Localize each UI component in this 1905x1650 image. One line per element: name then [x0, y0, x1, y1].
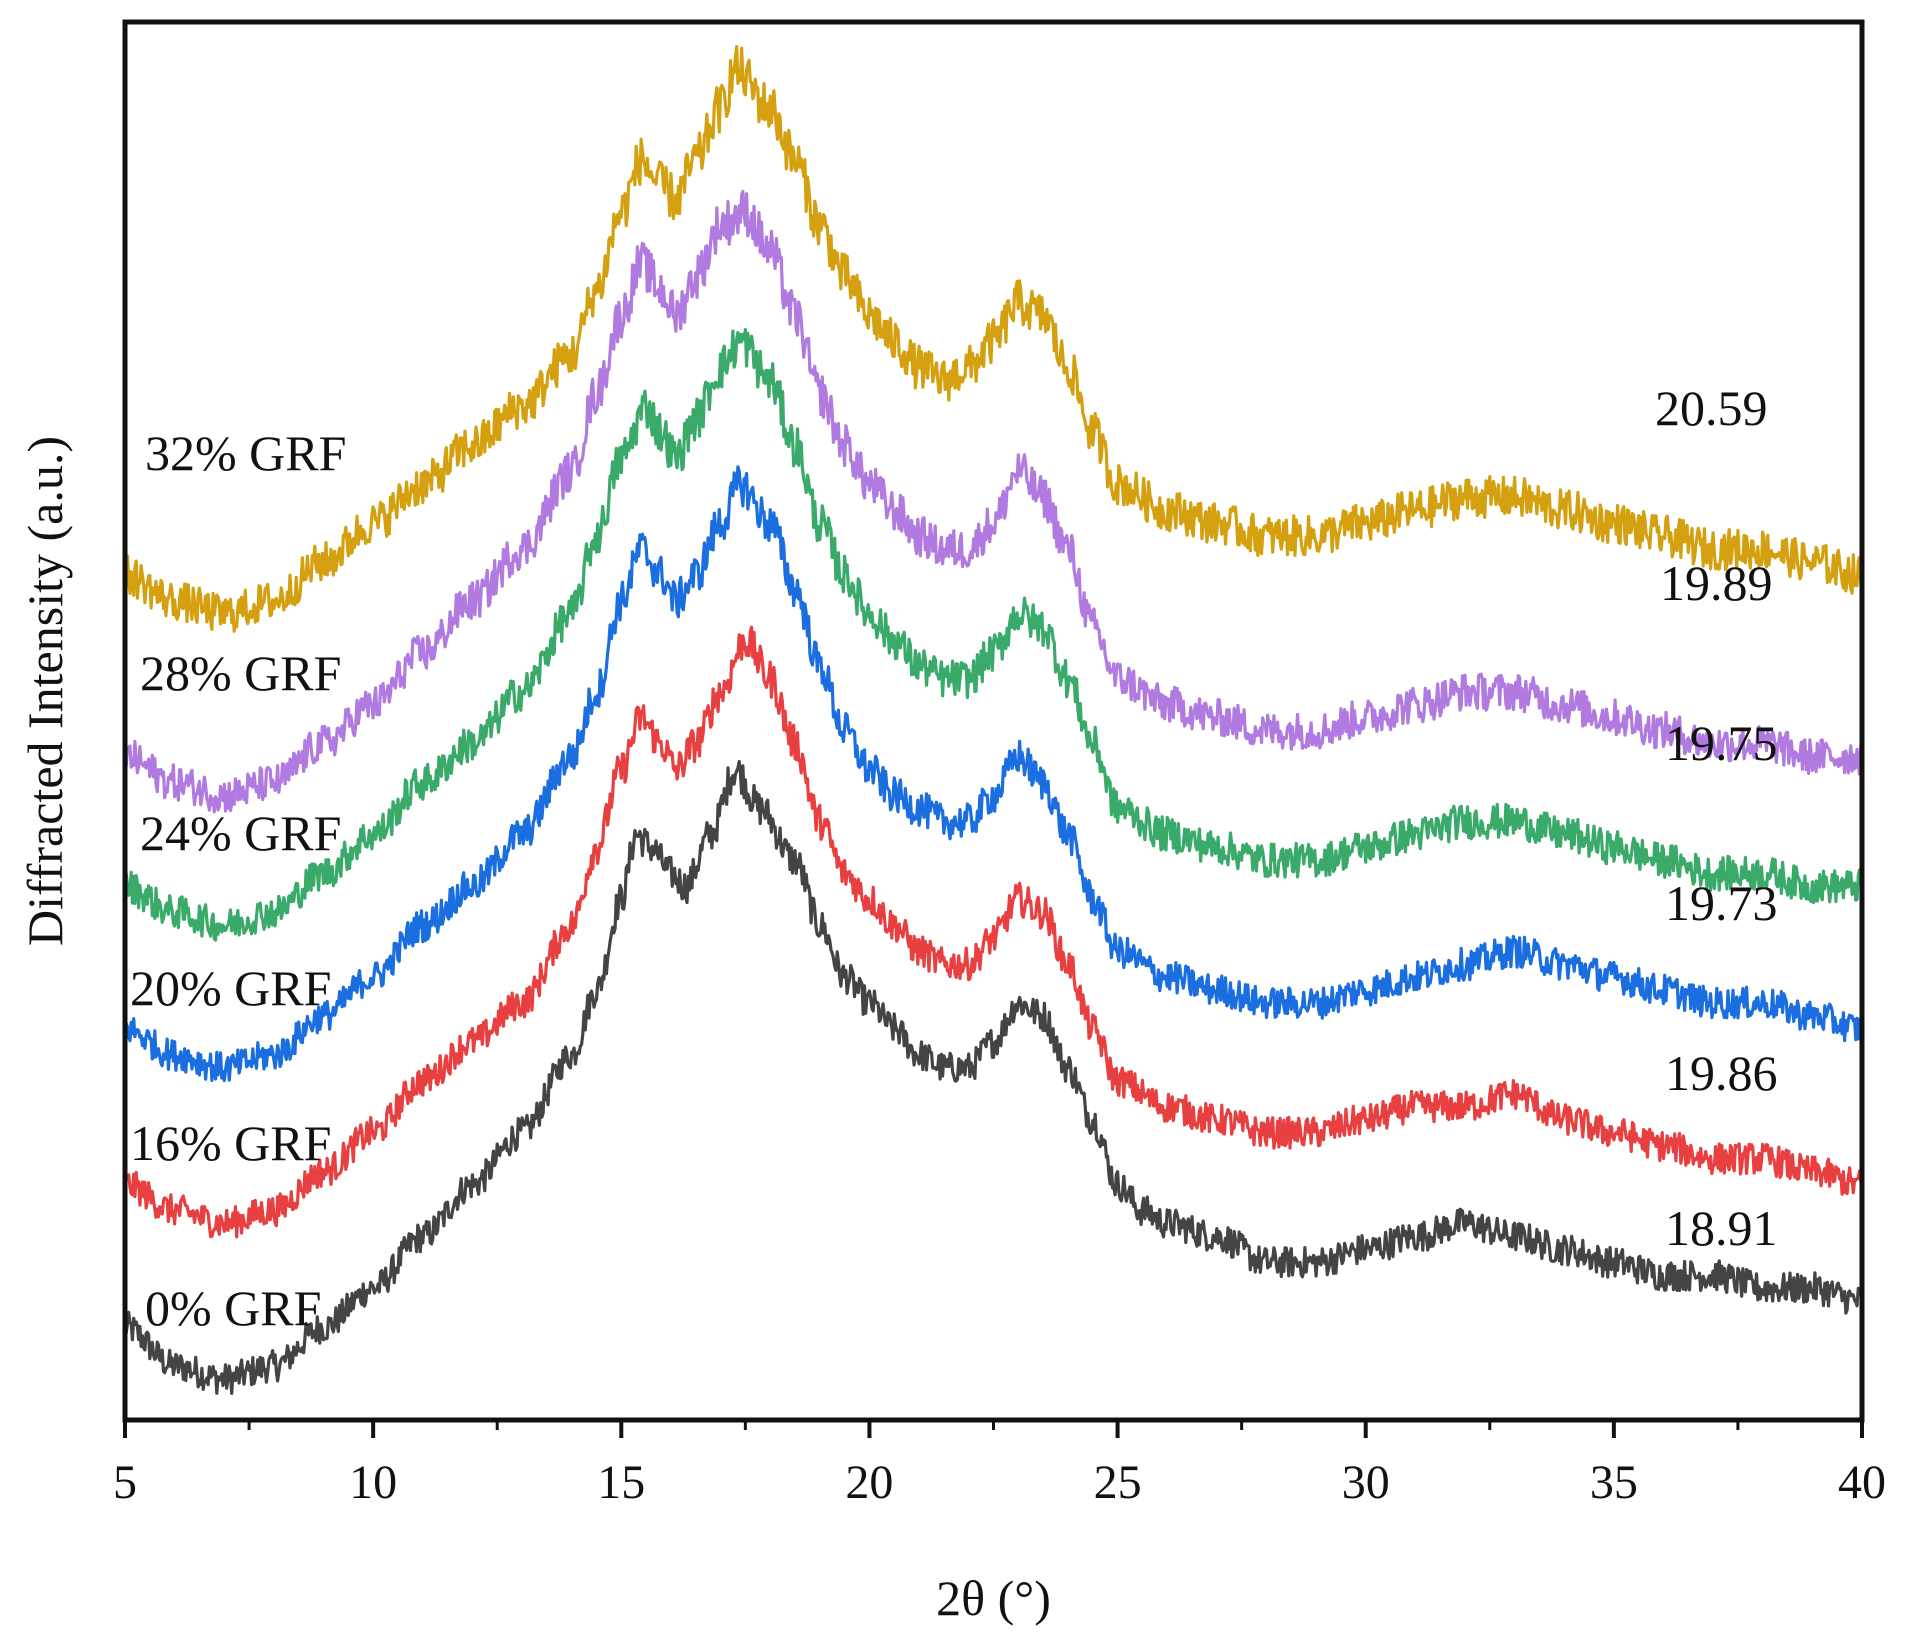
series-value-label: 19.89 [1660, 555, 1773, 611]
series-value-label: 19.73 [1665, 875, 1778, 931]
series-line-1 [123, 759, 1863, 1395]
x-axis-label: 2θ (°) [936, 1570, 1051, 1626]
x-tick-label: 30 [1342, 1456, 1390, 1509]
x-tick-label: 25 [1094, 1456, 1142, 1509]
x-tick-label: 35 [1590, 1456, 1638, 1509]
x-tick-label: 20 [845, 1456, 893, 1509]
series-labels: 0% GRF 18.91 16% GRF 19.86 20% GRF 19.73 24% G… [130, 380, 1778, 1336]
series-name-label: 16% GRF [130, 1115, 331, 1171]
x-tick-label: 15 [597, 1456, 645, 1509]
series-line-5 [123, 189, 1864, 814]
x-tick-label: 40 [1838, 1456, 1886, 1509]
series-layer [123, 45, 1864, 1395]
series-name-label: 28% GRF [140, 645, 341, 701]
series-name-label: 24% GRF [140, 805, 341, 861]
series-line-3 [123, 465, 1864, 1083]
series-line-6 [123, 45, 1864, 633]
series-value-label: 18.91 [1665, 1200, 1778, 1256]
x-tick-label: 10 [349, 1456, 397, 1509]
x-ticks: 5 10 15 20 25 30 35 40 [113, 1420, 1886, 1509]
x-tick-label: 5 [113, 1456, 137, 1509]
y-axis-label: Diffracted Intensity (a.u.) [17, 436, 73, 946]
series-line-4 [123, 328, 1864, 942]
series-line-2 [123, 625, 1864, 1239]
series-name-label: 32% GRF [145, 425, 346, 481]
series-name-label: 20% GRF [130, 960, 331, 1016]
series-value-label: 19.75 [1665, 715, 1778, 771]
series-value-label: 20.59 [1655, 380, 1768, 436]
series-name-label: 0% GRF [145, 1280, 321, 1336]
series-value-label: 19.86 [1665, 1045, 1778, 1101]
